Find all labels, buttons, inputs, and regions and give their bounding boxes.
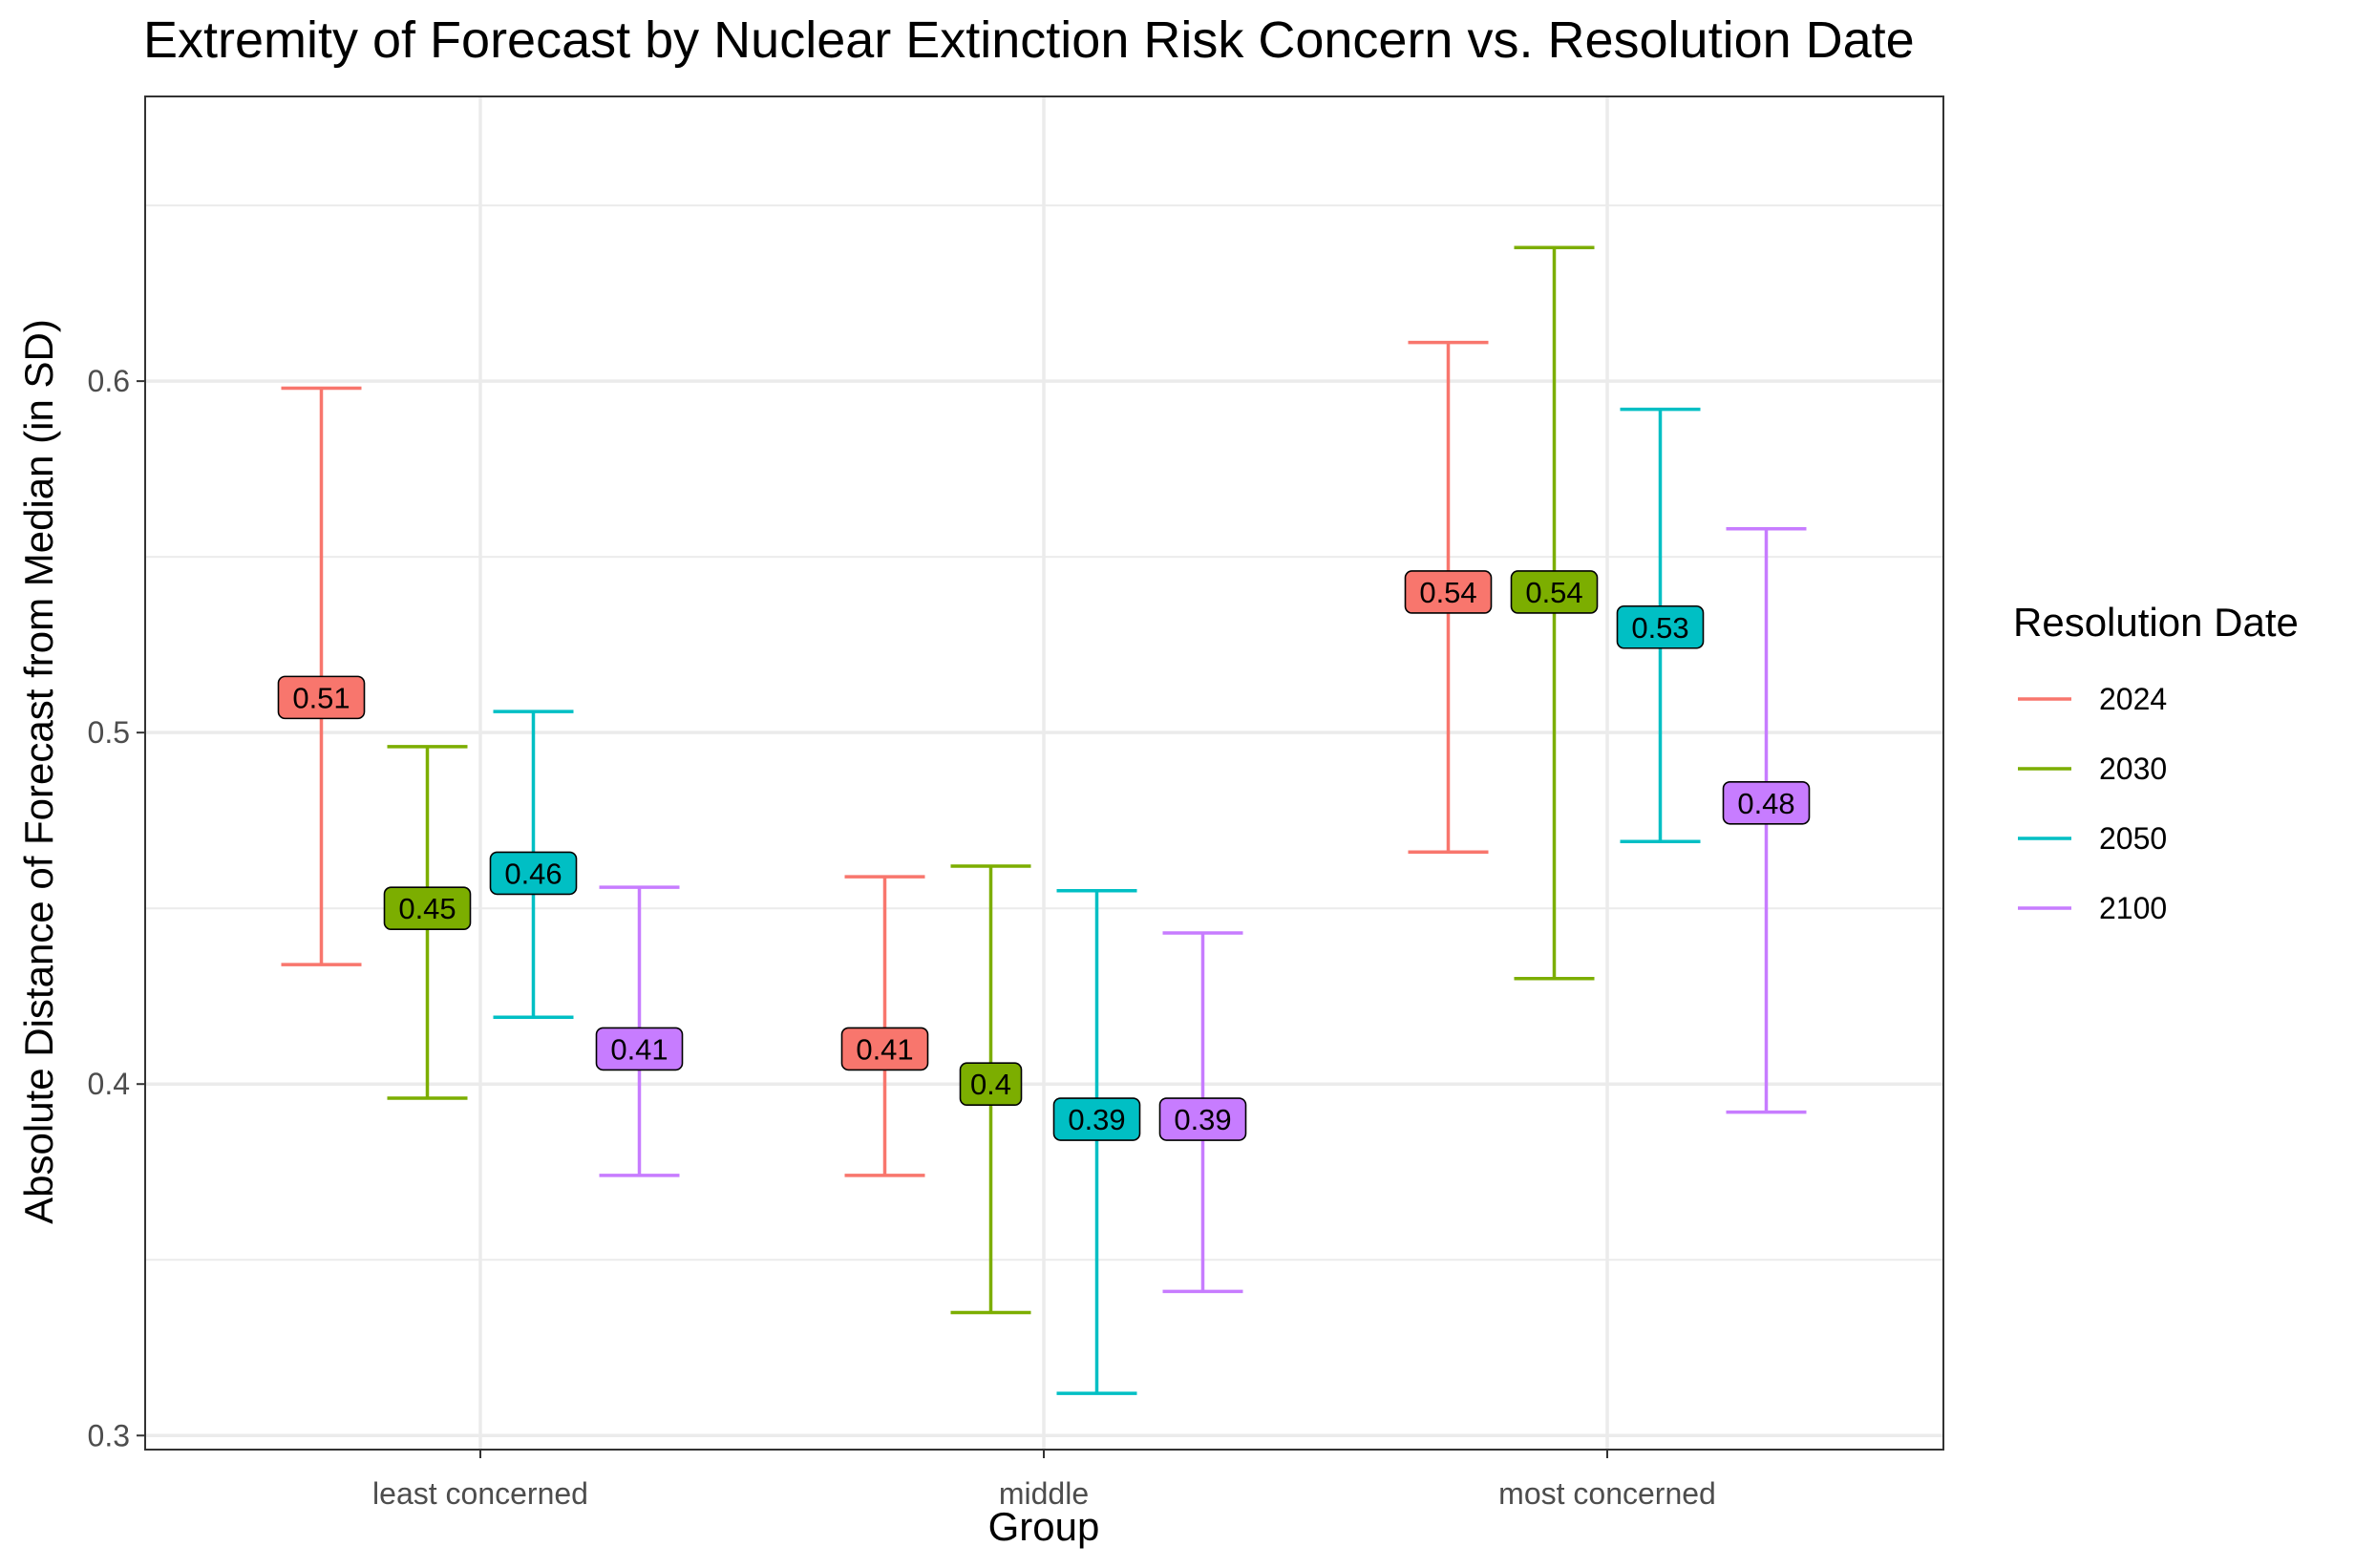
- data-label-box: [1722, 780, 1811, 825]
- data-label-2100-middle: 0.39: [1158, 1097, 1247, 1141]
- legend-label: 2100: [2099, 891, 2167, 925]
- y-tick-label: 0.4: [88, 1067, 130, 1101]
- data-label-box: [489, 851, 578, 896]
- data-label-box: [959, 1062, 1023, 1107]
- data-label-2050-most-concerned: 0.53: [1616, 604, 1705, 649]
- legend-item-2050: 2050: [2018, 821, 2167, 856]
- data-label-box: [1052, 1097, 1141, 1141]
- data-label-box: [383, 886, 472, 931]
- legend-label: 2024: [2099, 682, 2167, 716]
- data-label-box: [1404, 570, 1493, 614]
- legend: Resolution Date 2024 2030 2050 2100: [2013, 600, 2299, 925]
- y-tick-label: 0.5: [88, 715, 130, 750]
- data-label-value: 0.48: [1737, 787, 1794, 820]
- legend-title: Resolution Date: [2013, 600, 2299, 645]
- y-axis-title: Absolute Distance of Forecast from Media…: [16, 319, 61, 1224]
- y-axis: 0.3 0.4 0.5 0.6: [88, 364, 145, 1452]
- data-label-value: 0.54: [1419, 576, 1476, 609]
- data-label-value: 0.39: [1174, 1103, 1231, 1136]
- data-label-value: 0.54: [1525, 576, 1582, 609]
- x-tick-label: most concerned: [1498, 1476, 1716, 1511]
- data-label-2100-most-concerned: 0.48: [1722, 780, 1811, 825]
- y-tick-label: 0.3: [88, 1418, 130, 1452]
- y-tick-label: 0.6: [88, 364, 130, 398]
- legend-label: 2050: [2099, 821, 2167, 856]
- data-label-value: 0.53: [1631, 611, 1688, 645]
- legend-item-2024: 2024: [2018, 682, 2167, 716]
- data-label-value: 0.41: [856, 1032, 913, 1066]
- data-label-2050-least-concerned: 0.46: [489, 851, 578, 896]
- data-label-value: 0.39: [1068, 1103, 1125, 1136]
- data-label-value: 0.4: [970, 1068, 1011, 1101]
- data-label-box: [1158, 1097, 1247, 1141]
- data-label-box: [277, 675, 366, 720]
- data-label-2030-middle: 0.4: [959, 1062, 1023, 1107]
- data-label-box: [840, 1027, 929, 1071]
- data-label-2024-most-concerned: 0.54: [1404, 570, 1493, 614]
- data-label-box: [1510, 570, 1599, 614]
- data-label-value: 0.45: [398, 892, 456, 925]
- legend-item-2100: 2100: [2018, 891, 2167, 925]
- data-label-2030-least-concerned: 0.45: [383, 886, 472, 931]
- x-tick-label: least concerned: [372, 1476, 588, 1511]
- legend-label: 2030: [2099, 752, 2167, 786]
- x-axis: least concerned middle most concerned: [372, 1450, 1716, 1511]
- errorbar-2024-middle: [844, 875, 925, 1177]
- data-label-2030-most-concerned: 0.54: [1510, 570, 1599, 614]
- x-tick-label: middle: [999, 1476, 1089, 1511]
- data-label-value: 0.41: [610, 1032, 668, 1066]
- errorbar-2050-middle: [1056, 889, 1137, 1395]
- plot-panel: 0.51 0.41 0.54 0.45 0.4 0.54 0.46 0.39 0.53 0.41 0…: [144, 95, 1944, 1451]
- legend-item-2030: 2030: [2018, 752, 2167, 786]
- data-label-box: [1616, 604, 1705, 649]
- data-label-2050-middle: 0.39: [1052, 1097, 1141, 1141]
- data-label-2024-middle: 0.41: [840, 1027, 929, 1071]
- data-label-2024-least-concerned: 0.51: [277, 675, 366, 720]
- data-label-value: 0.46: [504, 857, 562, 890]
- data-label-value: 0.51: [292, 681, 350, 714]
- chart-title: Extremity of Forecast by Nuclear Extinct…: [143, 11, 1915, 69]
- x-axis-title: Group: [988, 1504, 1100, 1549]
- data-label-2100-least-concerned: 0.41: [595, 1027, 684, 1071]
- data-label-box: [595, 1027, 684, 1071]
